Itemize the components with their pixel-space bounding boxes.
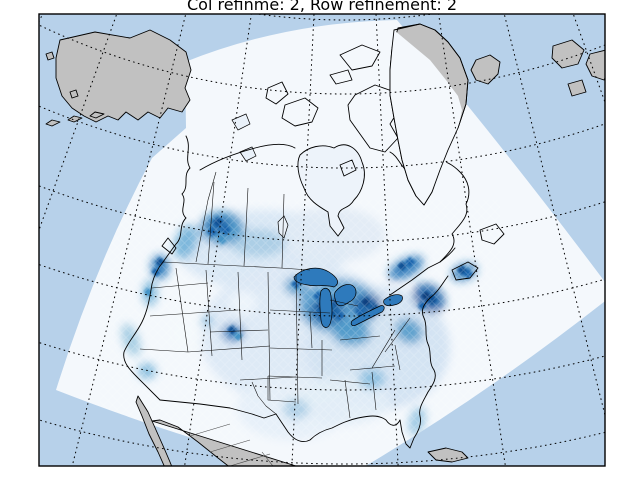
land-iceland <box>470 54 501 85</box>
heatmap-layer <box>100 200 500 440</box>
great-lakes <box>231 113 403 328</box>
state-borders <box>139 171 411 419</box>
mexico-mainland <box>151 419 297 466</box>
meridian-line <box>184 14 252 466</box>
mexico-state-borders <box>189 423 274 466</box>
meridian-line <box>291 14 315 466</box>
land-svalbard <box>551 39 605 97</box>
mesh-texture <box>100 200 500 440</box>
parallel-line <box>39 24 605 95</box>
parallel-line <box>255 14 435 21</box>
parallel-line <box>39 341 605 391</box>
hudson-bay <box>297 144 365 237</box>
land-alaska <box>55 29 192 123</box>
plot-frame <box>38 13 606 467</box>
greenland-coast <box>389 23 469 206</box>
meridian-line <box>503 14 605 418</box>
figure-title: Col refinme: 2, Row refinement: 2 <box>187 0 457 14</box>
bering-islands <box>45 51 79 99</box>
parallel-line <box>39 263 605 317</box>
greenland-in-domain <box>390 30 462 205</box>
meridian-line <box>375 14 399 466</box>
